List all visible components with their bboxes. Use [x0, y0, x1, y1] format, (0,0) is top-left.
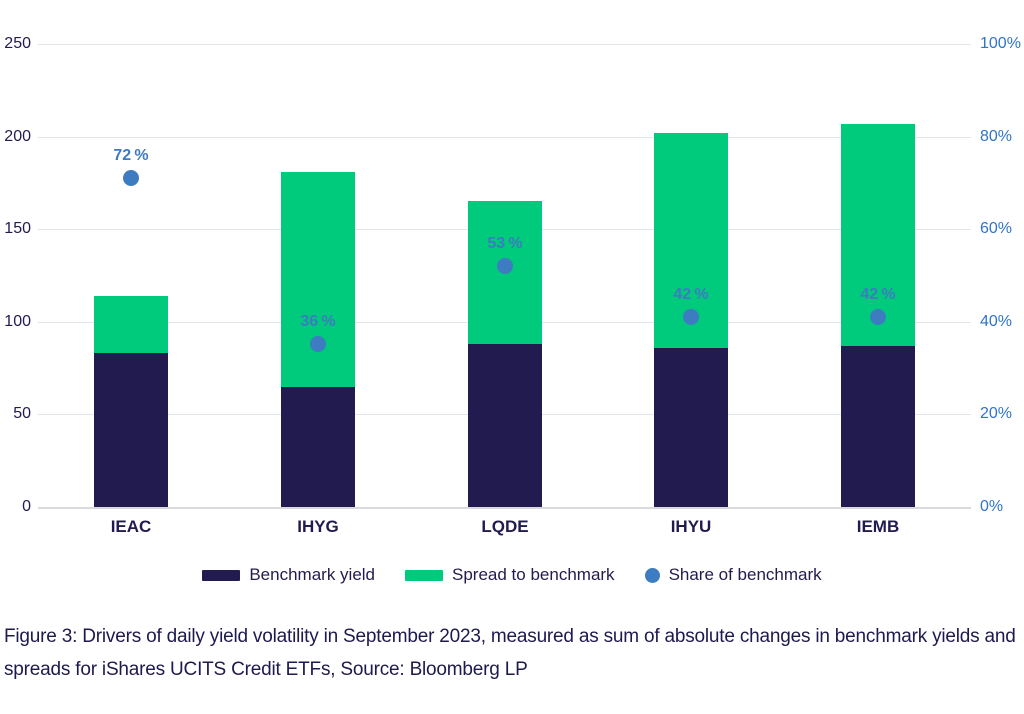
y-axis-left-tick-label: 250 [4, 35, 31, 52]
x-axis-category-label-IEMB: IEMB [856, 517, 900, 536]
share-of-benchmark-label-IHYG: 36 % [300, 313, 336, 330]
bar-segment-benchmark-yield-IHYG [281, 387, 355, 507]
share-of-benchmark-label-LQDE: 53 % [487, 235, 523, 252]
bar-segment-spread-to-benchmark-IEAC [94, 296, 168, 353]
legend-swatch-spread-to-benchmark [405, 569, 444, 581]
y-axis-left-tick-label: 200 [4, 127, 31, 145]
y-axis-left-tick-label: 50 [13, 405, 31, 423]
legend-item-benchmark-yield: Benchmark yield [202, 564, 375, 586]
legend-item-spread-to-benchmark: Spread to benchmark [405, 564, 615, 586]
bar-segment-benchmark-yield-IHYU [654, 348, 728, 507]
y-axis-left-tick-label: 150 [4, 220, 31, 238]
x-axis-line [38, 507, 971, 509]
share-of-benchmark-dot-IHYU [683, 309, 699, 325]
bar-segment-benchmark-yield-IEMB [841, 346, 915, 507]
y-axis-right-tick-label: 0% [980, 498, 1004, 515]
x-axis-category-label-LQDE: LQDE [481, 517, 529, 536]
y-axis-right-tick-label: 80% [980, 127, 1013, 145]
bar-segment-spread-to-benchmark-IHYG [281, 172, 355, 387]
legend-circle-marker-share-of-benchmark [644, 567, 660, 583]
legend-label: Share of benchmark [668, 565, 822, 584]
legend-item-share-of-benchmark: Share of benchmark [644, 564, 822, 586]
legend-swatch-benchmark-yield [202, 569, 241, 581]
legend-label: Spread to benchmark [452, 565, 615, 584]
x-axis-category-label-IEAC: IEAC [110, 517, 152, 536]
y-axis-left-tick-label: 100 [4, 312, 31, 330]
bar-segment-benchmark-yield-IEAC [94, 353, 168, 507]
share-of-benchmark-dot-IEAC [123, 170, 139, 186]
figure-caption: Figure 3: Drivers of daily yield volatil… [4, 626, 1016, 680]
chart-legend: Benchmark yield Spread to benchmark Share … [0, 563, 1024, 587]
share-of-benchmark-label-IHYU: 42 % [673, 286, 709, 303]
y-axis-right-tick-label: 40% [980, 312, 1013, 330]
x-axis-category-label-IHYU: IHYU [670, 517, 712, 536]
bar-segment-benchmark-yield-LQDE [468, 344, 542, 507]
chart-plot-area: 0 0% 50 20% 100 40% 150 60% 200 80% 250 100% 72 % IEA… [4, 35, 1021, 536]
y-axis-left-tick-label: 0 [22, 498, 31, 515]
y-axis-right-tick-label: 60% [980, 220, 1013, 238]
gridline [38, 44, 971, 45]
share-of-benchmark-dot-IEMB [870, 309, 886, 325]
gridline [38, 137, 971, 138]
x-axis-category-label-IHYG: IHYG [297, 517, 339, 536]
share-of-benchmark-dot-IHYG [310, 336, 326, 352]
legend-label: Benchmark yield [249, 565, 376, 584]
y-axis-right-tick-label: 20% [980, 405, 1013, 423]
y-axis-right-tick-label: 100% [980, 35, 1021, 52]
share-of-benchmark-dot-LQDE [497, 258, 513, 274]
share-of-benchmark-label-IEMB: 42 % [860, 286, 896, 303]
share-of-benchmark-label-IEAC: 72 % [113, 147, 149, 164]
